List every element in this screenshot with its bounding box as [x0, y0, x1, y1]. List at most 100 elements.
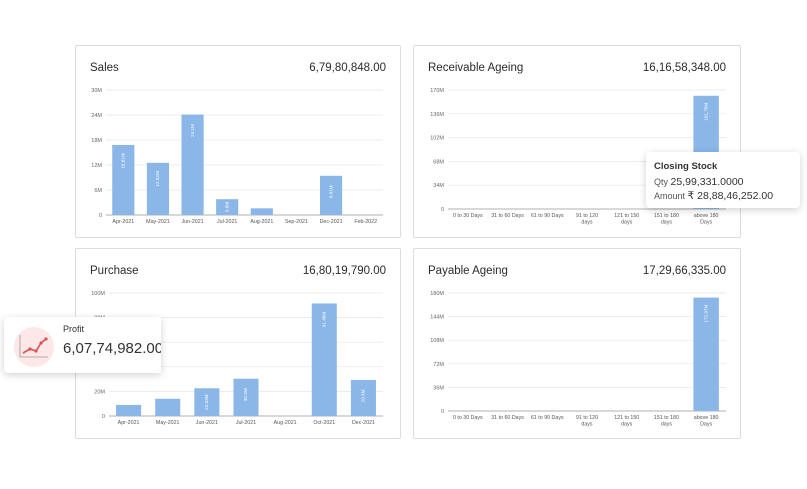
bar-value-label: 12.52M: [155, 171, 160, 186]
receivable-ageing-total: 16,16,58,348.00: [642, 62, 726, 74]
receivable-ageing-card: Receivable Ageing 16,16,58,348.00 0 34M 68…: [413, 45, 741, 238]
x-tick-label: May-2021: [156, 420, 180, 426]
x-tick-label: Apr-2021: [118, 420, 140, 426]
closing-stock-amount-row: Amount ₹ 28,88,46,252.00: [654, 190, 773, 202]
x-tick-label: 151 to 180: [654, 415, 679, 421]
bar-value-label: 172.97M: [703, 305, 708, 323]
x-tick-label: 91 to 120: [576, 213, 598, 219]
bar-value-label: 9.41M: [328, 185, 333, 198]
bar[interactable]: [194, 388, 220, 416]
y-tick-label: 136M: [430, 112, 444, 118]
x-tick-label: Apr-2021: [112, 219, 134, 225]
bar-value-label: 16.81M: [121, 153, 126, 168]
bar[interactable]: [155, 398, 181, 416]
bar[interactable]: [693, 297, 719, 411]
receivable-ageing-chart: 0 34M 68M 102M 136M 170M 0 to 30 Days 31 to 60 …: [430, 88, 726, 226]
x-tick-label: days: [621, 220, 633, 226]
purchase-title: Purchase: [90, 265, 139, 277]
y-tick-label: 108M: [430, 338, 444, 344]
closing-stock-amount-label: Amount: [654, 191, 686, 201]
sales-total: 6,79,80,848.00: [309, 62, 386, 74]
y-tick-label: 20M: [94, 389, 105, 395]
bar[interactable]: [250, 208, 273, 215]
x-tick-label: Days: [700, 220, 712, 226]
payable-ageing-total: 17,29,66,335.00: [642, 265, 726, 277]
y-tick-label: 102M: [430, 136, 444, 142]
bar[interactable]: [233, 378, 259, 416]
bar[interactable]: [146, 162, 170, 215]
bar-value-label: 161.76M: [703, 103, 708, 121]
sales-chart: 0 6M 12M 18M 24M 30M 16.81M Apr-2021 12.52M May-2…: [91, 88, 383, 225]
x-tick-label: days: [661, 220, 673, 226]
profit-label: Profit: [63, 324, 85, 334]
x-tick-label: 91 to 120: [576, 415, 598, 421]
bar-value-label: 24.1M: [190, 124, 195, 137]
y-tick-label: 6M: [94, 188, 102, 194]
x-tick-label: 0 to 30 Days: [453, 415, 483, 421]
closing-stock-qty-label: Qty: [654, 177, 669, 187]
bar[interactable]: [319, 175, 343, 215]
x-tick-label: Feb-2022: [354, 219, 377, 225]
x-tick-label: days: [581, 220, 593, 226]
bar[interactable]: [112, 144, 135, 215]
y-tick-label: 0: [441, 207, 444, 213]
x-tick-label: 31 to 60 Days: [491, 213, 524, 219]
x-tick-label: Jul-2021: [217, 219, 237, 225]
x-tick-label: above 180: [694, 213, 719, 219]
y-tick-label: 180M: [430, 291, 444, 297]
bar-value-label: 3.8M: [224, 202, 229, 212]
x-tick-label: May-2021: [146, 219, 170, 225]
x-tick-label: Aug-2021: [250, 219, 273, 225]
bar-value-label: 22.53M: [204, 394, 209, 409]
x-tick-label: Oct-2021: [313, 420, 335, 426]
payable-ageing-card: Payable Ageing 17,29,66,335.00 0 36M 72M 10…: [413, 248, 741, 439]
x-tick-label: Dec-2021: [320, 219, 343, 225]
sales-card: Sales 6,79,80,848.00 0 6M 12M 18M 24M 30M 16.8…: [75, 45, 401, 238]
sales-title: Sales: [90, 62, 119, 74]
x-tick-label: Jun-2021: [196, 420, 218, 426]
x-tick-label: days: [581, 422, 593, 428]
closing-stock-title: Closing Stock: [654, 161, 718, 172]
y-tick-label: 170M: [430, 88, 444, 94]
bar[interactable]: [311, 303, 337, 416]
x-tick-label: 31 to 60 Days: [491, 415, 524, 421]
closing-stock-amount-value: ₹ 28,88,46,252.00: [687, 190, 774, 202]
y-tick-label: 18M: [91, 138, 102, 144]
closing-stock-popup: Closing Stock Qty 25,99,331.0000 Amount …: [646, 152, 800, 208]
bar-value-label: 29.3M: [361, 389, 366, 402]
y-tick-label: 24M: [91, 113, 102, 119]
y-tick-label: 72M: [433, 362, 444, 368]
payable-ageing-title: Payable Ageing: [428, 265, 508, 277]
closing-stock-qty-row: Qty 25,99,331.0000: [654, 176, 744, 188]
x-tick-label: 0 to 30 Days: [453, 213, 483, 219]
y-tick-label: 30M: [91, 88, 102, 94]
profit-card: Profit 6,07,74,982.00: [4, 317, 161, 373]
profit-value: 6,07,74,982.00: [63, 340, 161, 357]
receivable-ageing-title: Receivable Ageing: [428, 62, 524, 74]
x-tick-label: Jul-2021: [236, 420, 256, 426]
y-tick-label: 34M: [433, 183, 444, 189]
x-tick-label: Jun-2021: [182, 219, 204, 225]
x-tick-label: 61 to 90 Days: [531, 213, 564, 219]
x-tick-label: Sep-2021: [285, 219, 308, 225]
x-tick-label: 151 to 180: [654, 213, 679, 219]
y-tick-label: 36M: [433, 385, 444, 391]
y-tick-label: 100M: [91, 291, 105, 297]
line-chart-icon: [14, 327, 54, 367]
x-tick-label: Dec-2021: [352, 420, 375, 426]
x-tick-label: Days: [700, 422, 712, 428]
x-tick-label: 121 to 150: [614, 415, 639, 421]
bar[interactable]: [350, 379, 376, 416]
closing-stock-qty-value: 25,99,331.0000: [670, 176, 744, 188]
y-tick-label: 0: [102, 414, 105, 420]
payable-ageing-chart: 0 36M 72M 108M 144M 180M 0 to 30 Days 31 to 60 …: [430, 291, 726, 428]
bar-value-label: 91.48M: [322, 312, 327, 327]
bar[interactable]: [216, 199, 239, 215]
x-tick-label: Aug-2021: [274, 420, 297, 426]
x-tick-label: 61 to 90 Days: [531, 415, 564, 421]
bar[interactable]: [181, 114, 204, 215]
y-tick-label: 68M: [433, 159, 444, 165]
x-tick-label: 121 to 150: [614, 213, 639, 219]
y-tick-label: 0: [441, 409, 444, 415]
bar[interactable]: [116, 404, 142, 416]
